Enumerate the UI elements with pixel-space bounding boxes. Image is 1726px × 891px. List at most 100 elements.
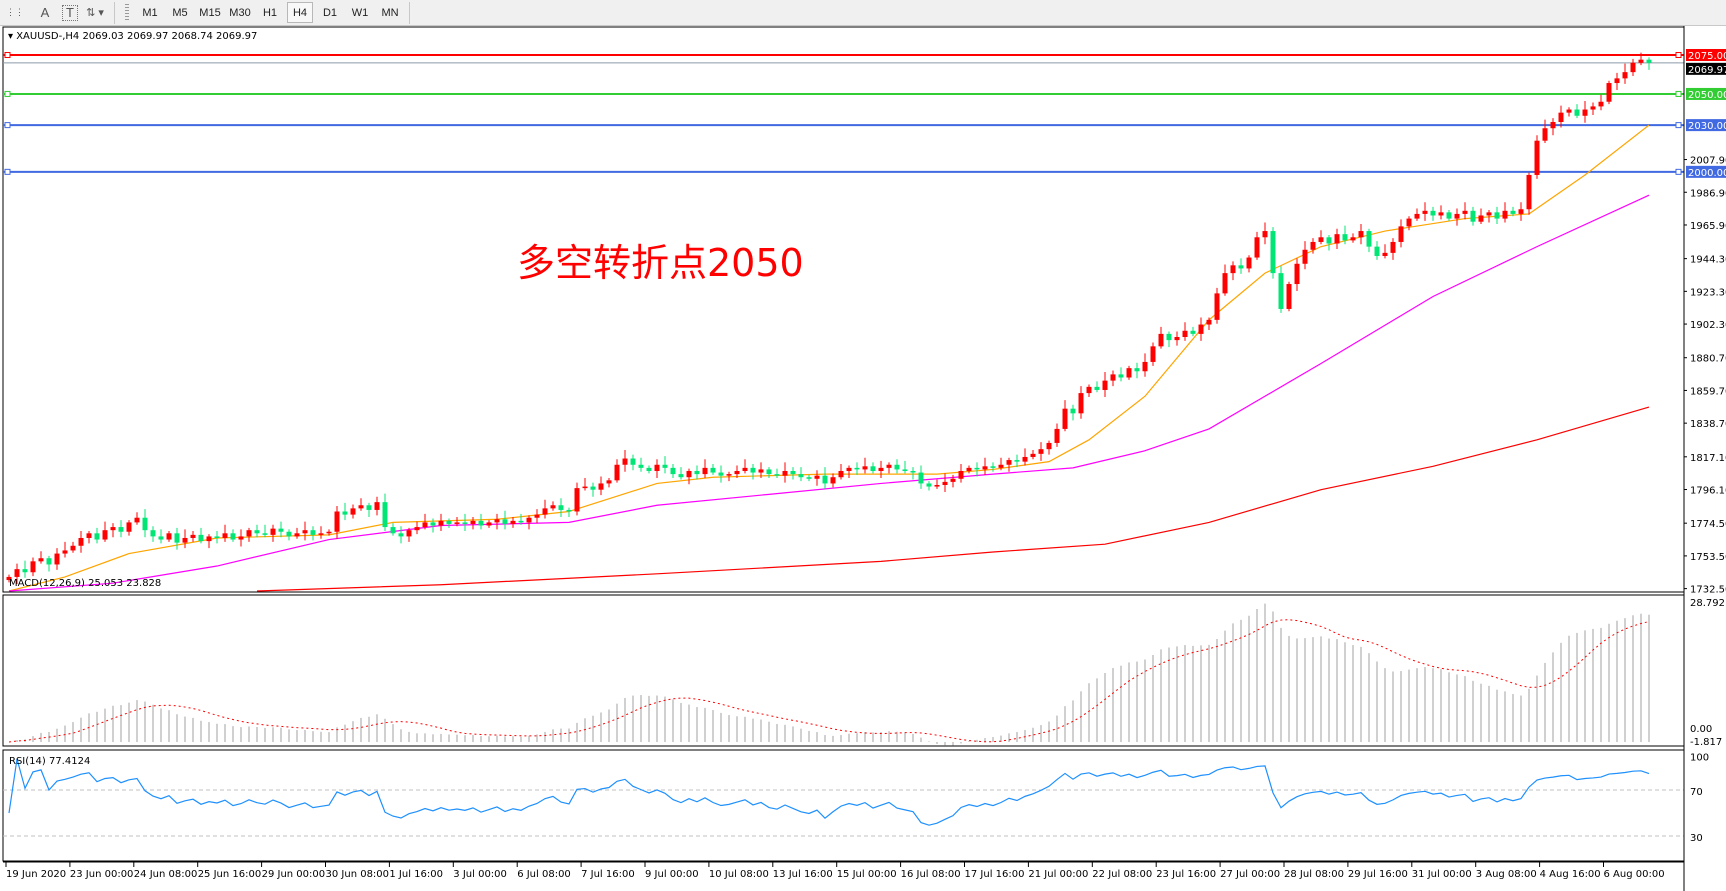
bear-candle [894,464,900,470]
bear-candle [478,520,484,526]
bear-candle [286,531,292,537]
bull-candle [1078,393,1084,414]
line-handle[interactable] [4,168,11,175]
timeframe-mn[interactable]: MN [381,6,399,19]
price-axis-label: 1986.90 [1690,188,1726,199]
bull-candle [126,522,132,532]
bull-candle [1142,361,1148,372]
arrows-tool-icon[interactable]: ⇅ ▾ [86,7,104,19]
bull-candle [54,553,60,565]
price-axis-label: 1817.10 [1690,453,1726,464]
bear-candle [1574,109,1580,116]
grid-properties-icon[interactable]: ⋮⋮ [6,7,24,17]
price-line-label-bg [1686,87,1726,100]
bear-candle [158,536,164,540]
macd-axis-label: -1.817 [1690,737,1722,748]
bear-candle [790,470,796,475]
bull-candle [1262,231,1268,238]
line-handle[interactable] [4,90,11,97]
timeframe-h1[interactable]: H1 [262,6,278,19]
bull-candle [1110,374,1116,381]
bear-candle [718,472,724,476]
bull-candle [526,517,532,523]
collapse-arrow-icon[interactable]: ▾ [8,31,16,42]
timeframe-m15[interactable]: M15 [199,6,221,19]
price-axis-label: 1774.50 [1690,519,1726,530]
toolbar-grip[interactable] [125,3,129,22]
bull-candle [1046,442,1052,450]
bear-candle [390,527,396,534]
line-handle[interactable] [1675,168,1682,175]
bull-candle [950,478,956,482]
bear-candle [1374,246,1380,256]
macd-axis-label: 28.792 [1690,598,1725,609]
bull-candle [1006,460,1012,465]
bear-candle [1014,460,1020,462]
time-axis-label: 23 Jun 00:00 [70,869,134,880]
bear-candle [1342,234,1348,241]
bull-candle [942,481,948,486]
bear-candle [638,464,644,468]
bull-candle [1150,346,1156,362]
line-handle[interactable] [1675,90,1682,97]
bull-candle [1534,140,1540,175]
bear-candle [1094,386,1100,390]
line-handle[interactable] [1675,122,1682,129]
bull-candle [814,475,820,479]
price-axis-label: 1796.10 [1690,486,1726,497]
bull-candle [454,522,460,524]
time-axis-label: 19 Jun 2020 [6,869,66,880]
bear-candle [806,477,812,479]
time-axis-label: 6 Jul 08:00 [517,869,571,880]
bull-candle [6,576,12,581]
time-axis-label: 22 Jul 08:00 [1092,869,1152,880]
price-line-label: 2050.00 [1688,90,1726,101]
bull-candle [958,470,964,479]
line-handle[interactable] [4,122,11,129]
bear-candle [366,505,372,510]
bull-candle [606,480,612,484]
bull-candle [1582,109,1588,116]
bull-candle [1038,449,1044,454]
bull-candle [510,520,516,524]
price-chart[interactable]: 2007.90 1986.90 1965.90 1944.30 1923.30 1902.… [0,26,1726,891]
timeframe-h4[interactable]: H4 [287,2,313,23]
bull-candle [1358,231,1364,238]
bull-candle [1382,252,1388,256]
bull-candle [886,464,892,468]
bear-candle [1166,333,1172,341]
timeframe-m1[interactable]: M1 [142,6,158,19]
bull-candle [1318,237,1324,242]
bull-candle [614,464,620,481]
timeframe-d1[interactable]: D1 [322,6,338,19]
bull-candle [1222,273,1228,294]
time-axis-label: 24 Jun 08:00 [134,869,198,880]
time-axis-label: 6 Aug 00:00 [1604,869,1665,880]
line-handle[interactable] [4,52,11,58]
text-tool-icon[interactable]: A [40,5,50,20]
bear-candle [198,534,204,542]
bull-candle [1606,83,1612,102]
text-label-tool-icon[interactable]: T [62,4,78,21]
bear-candle [918,472,924,484]
bear-candle [1238,265,1244,269]
bull-candle [1246,257,1252,269]
main-pane-frame [2,26,1685,593]
bear-candle [382,502,388,528]
price-axis-label: 1944.30 [1690,255,1726,266]
rsi-axis-label: 30 [1690,833,1703,844]
bull-candle [1102,380,1108,390]
bear-candle [910,470,916,473]
timeframe-m30[interactable]: M30 [229,6,251,19]
line-handle[interactable] [1675,52,1682,58]
time-axis-label: 3 Aug 08:00 [1476,869,1537,880]
chart-header: ▾ XAUUSD-,H4 2069.03 2069.97 2068.74 206… [8,31,257,42]
bull-candle [1614,78,1620,84]
timeframe-m5[interactable]: M5 [172,6,188,19]
moving-average-ma_fast [8,124,1650,592]
timeframe-w1[interactable]: W1 [351,6,369,19]
bear-candle [1646,59,1652,63]
bear-candle [870,466,876,471]
bull-candle [14,569,20,577]
time-axis-label: 10 Jul 08:00 [709,869,769,880]
